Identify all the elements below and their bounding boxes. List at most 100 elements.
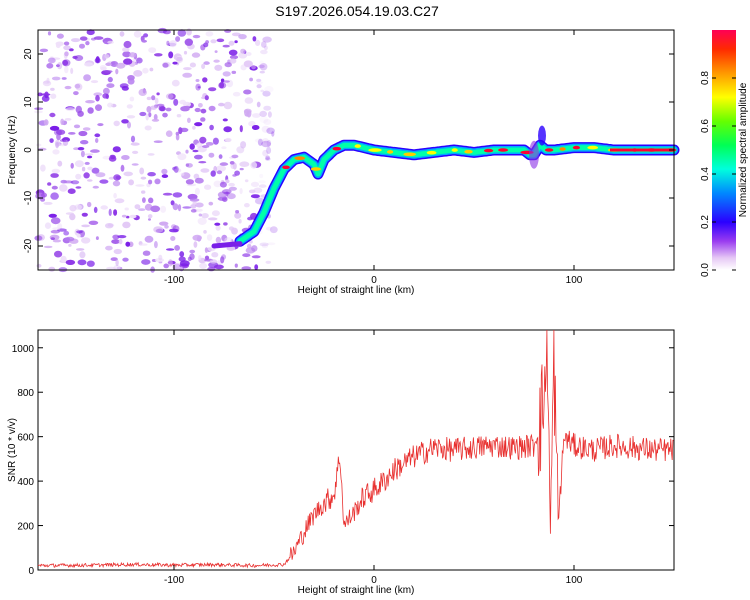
noise-blob	[209, 259, 218, 264]
noise-blob	[130, 142, 140, 146]
noise-blob	[41, 95, 50, 102]
noise-blob	[105, 62, 112, 66]
noise-blob	[68, 132, 76, 135]
noise-blob	[43, 119, 49, 126]
noise-blob	[56, 129, 66, 135]
noise-blob	[210, 39, 217, 44]
noise-blob	[178, 127, 183, 135]
noise-blob	[244, 203, 250, 208]
noise-blob	[179, 251, 185, 258]
noise-blob	[126, 104, 133, 109]
colorbar-tick-label: 0.6	[700, 119, 711, 133]
noise-blob	[165, 107, 172, 112]
noise-blob	[40, 93, 51, 96]
noise-blob	[79, 43, 85, 49]
noise-blob	[244, 113, 250, 117]
noise-blob	[148, 197, 154, 204]
noise-blob	[113, 120, 120, 127]
noise-blob	[222, 80, 230, 83]
noise-blob	[154, 178, 161, 185]
noise-blob	[91, 167, 100, 174]
noise-blob	[263, 45, 268, 51]
noise-blob	[254, 264, 259, 270]
noise-blob	[105, 223, 114, 229]
noise-blob	[191, 52, 201, 58]
noise-blob	[51, 185, 58, 190]
signal-hotspot	[310, 167, 321, 171]
noise-blob	[146, 106, 152, 113]
noise-blob	[99, 179, 109, 184]
noise-blob	[118, 238, 123, 245]
noise-blob	[231, 32, 241, 37]
noise-blob	[258, 184, 267, 188]
noise-blob	[119, 31, 125, 37]
noise-blob	[147, 153, 155, 156]
noise-blob	[177, 153, 187, 161]
noise-blob	[104, 54, 110, 59]
noise-blob	[94, 133, 101, 138]
noise-blob	[151, 118, 160, 122]
noise-blob	[172, 203, 179, 211]
x-tick-label: 100	[566, 275, 583, 286]
noise-blob	[204, 184, 212, 190]
noise-blob	[72, 55, 78, 60]
noise-blob	[133, 30, 142, 38]
noise-blob	[37, 92, 43, 97]
noise-blob	[244, 97, 254, 104]
noise-blob	[113, 248, 123, 255]
noise-blob	[64, 236, 75, 242]
snr-xlabel: Height of straight line (km)	[298, 585, 415, 596]
noise-blob	[73, 147, 80, 151]
noise-blob	[57, 62, 63, 70]
noise-blob	[201, 63, 206, 70]
noise-blob	[261, 41, 267, 48]
noise-blob	[200, 168, 210, 173]
noise-blob	[80, 140, 89, 145]
noise-blob	[253, 187, 263, 194]
noise-blob	[84, 62, 93, 67]
noise-blob	[136, 57, 143, 64]
noise-blob	[147, 172, 156, 177]
noise-blob	[46, 63, 54, 69]
noise-blob	[49, 112, 56, 118]
noise-blob	[133, 70, 143, 77]
noise-blob	[102, 93, 109, 99]
noise-blob	[177, 204, 182, 212]
noise-blob	[262, 90, 271, 97]
noise-blob	[197, 217, 207, 225]
noise-blob	[241, 266, 252, 271]
noise-blob	[258, 64, 265, 69]
noise-blob	[221, 146, 227, 150]
noise-blob	[271, 131, 275, 137]
noise-blob	[240, 48, 246, 54]
noise-blob	[257, 138, 263, 146]
noise-blob	[192, 234, 202, 241]
noise-blob	[261, 243, 269, 249]
noise-blob	[112, 146, 121, 153]
noise-blob	[228, 186, 237, 191]
noise-blob	[103, 87, 110, 95]
noise-blob	[254, 138, 265, 143]
y-tick-label: 0	[23, 147, 34, 153]
noise-blob	[107, 40, 114, 45]
noise-blob	[247, 243, 252, 249]
noise-blob	[51, 168, 60, 174]
noise-blob	[121, 86, 129, 91]
noise-blob	[231, 154, 239, 159]
colorbar: 0.0 0.2 0.4 0.6 0.8 Normalized spectral ampl…	[700, 30, 749, 277]
noise-blob	[223, 126, 232, 133]
noise-blob	[226, 245, 236, 251]
noise-blob	[70, 180, 80, 185]
noise-blob	[144, 125, 152, 131]
noise-blob	[148, 218, 151, 221]
noise-blob	[55, 41, 64, 47]
noise-blob	[263, 119, 272, 125]
signal-hotspot	[484, 148, 494, 153]
signal-hotspot	[368, 148, 382, 152]
noise-blob	[259, 242, 269, 247]
noise-blob	[88, 220, 99, 225]
noise-blob	[192, 125, 196, 130]
colorbar-tick-label: 0.4	[700, 167, 711, 181]
